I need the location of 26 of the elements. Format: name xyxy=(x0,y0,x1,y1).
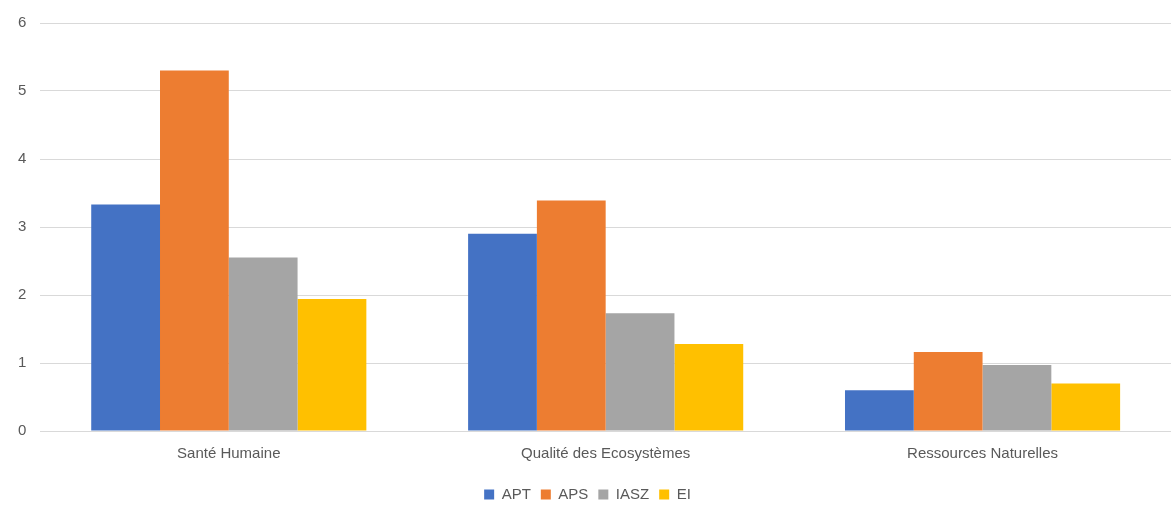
legend-label: APS xyxy=(558,484,589,502)
y-tick-label: 4 xyxy=(18,149,27,167)
x-tick-label: Santé Humaine xyxy=(177,444,281,462)
y-tick-label: 3 xyxy=(18,217,27,235)
y-tick-label: 2 xyxy=(18,285,27,303)
y-tick-label: 5 xyxy=(18,81,27,99)
y-tick-label: 1 xyxy=(18,353,27,371)
bar xyxy=(674,343,744,431)
bar xyxy=(91,204,160,431)
bar xyxy=(844,390,914,431)
legend-label: IASZ xyxy=(615,484,650,502)
legend-label: EI xyxy=(676,484,691,502)
bar xyxy=(297,299,367,431)
x-tick-label: Qualité des Ecosystèmes xyxy=(521,444,691,462)
x-tick-label: Ressources Naturelles xyxy=(907,444,1059,462)
bar xyxy=(228,257,298,431)
bar xyxy=(982,365,1052,431)
bar xyxy=(1051,383,1121,431)
bar xyxy=(605,313,675,431)
bar xyxy=(468,233,537,431)
bar xyxy=(536,200,606,431)
y-tick-label: 0 xyxy=(18,421,27,439)
y-tick-label: 6 xyxy=(18,13,27,31)
legend-label: APT xyxy=(501,484,531,502)
bar xyxy=(160,70,229,431)
bar xyxy=(913,352,983,431)
